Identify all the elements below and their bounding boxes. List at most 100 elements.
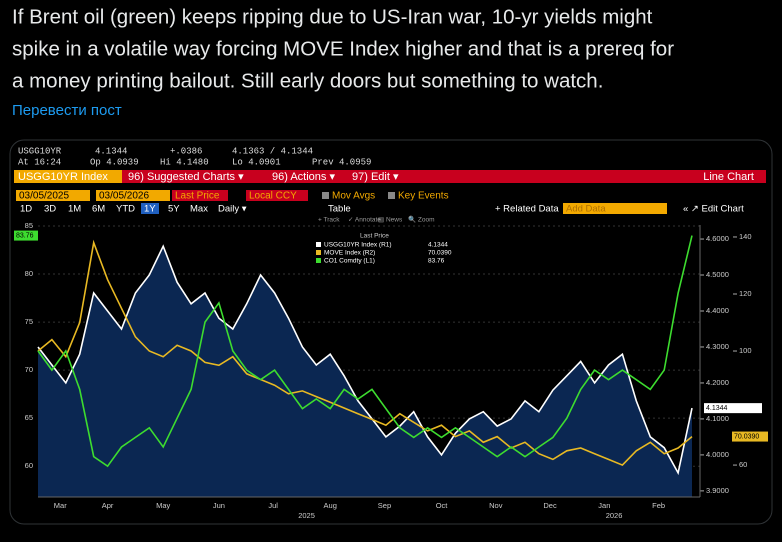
year-label: 2026 <box>606 511 623 520</box>
y3-tick-label: 140 <box>739 232 752 241</box>
option: Key Events <box>398 191 449 202</box>
menu-item[interactable]: 97) Edit ▾ <box>352 171 399 183</box>
x-tick-label: Oct <box>436 501 449 510</box>
translate-link[interactable]: Перевести пост <box>12 102 122 119</box>
y3-tick-label: 60 <box>739 460 747 469</box>
series-line <box>37 244 693 476</box>
quote: 4.1363 / 4.1344 <box>232 146 313 156</box>
chart-kind: Line Chart <box>703 171 754 183</box>
x-tick-label: May <box>156 501 170 510</box>
stat: Prev 4.0959 <box>312 157 371 167</box>
ticker-box <box>14 170 122 183</box>
legend-name: CO1 Comdty (L1) <box>324 258 375 265</box>
last-tag <box>14 230 38 241</box>
input-text: 03/05/2026 <box>99 191 149 202</box>
option: Mov Avgs <box>332 191 375 202</box>
subtool[interactable]: + Track <box>318 217 340 224</box>
tool[interactable]: + Related Data <box>495 204 559 215</box>
menu-item[interactable]: 96) Actions ▾ <box>272 171 335 183</box>
checkbox[interactable] <box>322 192 329 199</box>
last-tag <box>704 403 762 414</box>
input-text: Local CCY <box>249 191 297 202</box>
range[interactable]: 5Y <box>168 204 180 215</box>
last-tag-text: 83.76 <box>16 232 34 239</box>
last-tag-text: 70.0390 <box>734 433 759 440</box>
range-selected <box>141 203 159 214</box>
y2-tick-label: 4.0000 <box>706 450 729 459</box>
range[interactable]: Daily ▾ <box>218 204 247 215</box>
y2-tick-label: 4.1000 <box>706 414 729 423</box>
menu-item[interactable]: 96) Suggested Charts ▾ <box>128 171 244 183</box>
legend-name: USGG10YR Index (R1) <box>324 242 392 249</box>
range[interactable]: 1M <box>68 204 81 215</box>
range[interactable]: Max <box>190 204 208 215</box>
quote: 4.1344 <box>95 146 127 156</box>
subtool[interactable]: ✓ Annotate <box>348 217 381 224</box>
x-tick-label: Aug <box>324 501 337 510</box>
y-tick-label: 75 <box>25 317 33 326</box>
x-tick-label: Nov <box>489 501 503 510</box>
stat: At 16:24 <box>18 157 61 167</box>
menu-item: USGG10YR Index <box>18 171 108 183</box>
y2-tick-label: 3.9000 <box>706 486 729 495</box>
tool[interactable]: « ↗ Edit Chart <box>683 204 744 215</box>
y2-tick-label: 4.2000 <box>706 378 729 387</box>
checkbox[interactable] <box>388 192 395 199</box>
y-tick-label: 60 <box>25 461 33 470</box>
x-tick-label: Dec <box>543 501 557 510</box>
input-box[interactable] <box>246 190 308 201</box>
y-tick-label: 80 <box>25 269 33 278</box>
menu-bar <box>14 170 766 183</box>
legend-swatch <box>316 250 321 255</box>
legend-value: 83.76 <box>428 258 445 265</box>
y-tick-label: 70 <box>25 365 33 374</box>
legend-swatch <box>316 242 321 247</box>
tweet-text: spike in a volatile way forcing MOVE Ind… <box>12 37 674 60</box>
last-tag-text: 4.1344 <box>706 405 728 412</box>
range[interactable]: YTD <box>116 204 135 215</box>
tool[interactable]: Add Data <box>566 204 606 215</box>
series-line <box>37 235 693 468</box>
x-tick-label: Feb <box>652 501 665 510</box>
x-tick-label: Apr <box>102 501 114 510</box>
range[interactable]: 3D <box>44 204 56 215</box>
stat: Lo 4.0901 <box>232 157 281 167</box>
y3-tick-label: 120 <box>739 289 752 298</box>
y3-tick-label: 100 <box>739 346 752 355</box>
legend-value: 70.0390 <box>428 250 452 257</box>
series-line <box>37 239 693 467</box>
quote: USGG10YR <box>18 146 62 156</box>
area <box>38 246 692 497</box>
y2-tick-label: 4.3000 <box>706 342 729 351</box>
stat: Op 4.0939 <box>90 157 139 167</box>
legend-name: MOVE Index (R2) <box>324 250 375 257</box>
y2-tick-label: 4.4000 <box>706 306 729 315</box>
x-tick-label: Jan <box>598 501 610 510</box>
x-tick-label: Jul <box>268 501 278 510</box>
x-tick-label: Sep <box>378 501 391 510</box>
subtool[interactable]: 🔍 Zoom <box>408 215 435 224</box>
add-data-box <box>563 203 667 214</box>
x-tick-label: Jun <box>213 501 225 510</box>
quote: +.0386 <box>170 146 202 156</box>
input-text: Last Price <box>175 191 220 202</box>
subtool[interactable]: ▤ News <box>378 217 403 224</box>
range[interactable]: 1D <box>20 204 32 215</box>
legend-title: Last Price <box>360 233 389 240</box>
y2-tick-label: 4.6000 <box>706 234 729 243</box>
y-tick-label: 65 <box>25 413 33 422</box>
range[interactable]: 1Y <box>144 204 156 215</box>
stat: Hi 4.1480 <box>160 157 209 167</box>
input-text: 03/05/2025 <box>19 191 69 202</box>
x-tick-label: Mar <box>54 501 67 510</box>
year-label: 2025 <box>298 511 315 520</box>
tool[interactable]: Table <box>328 204 351 215</box>
input-box[interactable] <box>96 190 170 201</box>
legend-swatch <box>316 258 321 263</box>
range[interactable]: 6M <box>92 204 105 215</box>
y-tick-label: 85 <box>25 221 33 230</box>
input-box[interactable] <box>16 190 90 201</box>
input-box[interactable] <box>172 190 228 201</box>
